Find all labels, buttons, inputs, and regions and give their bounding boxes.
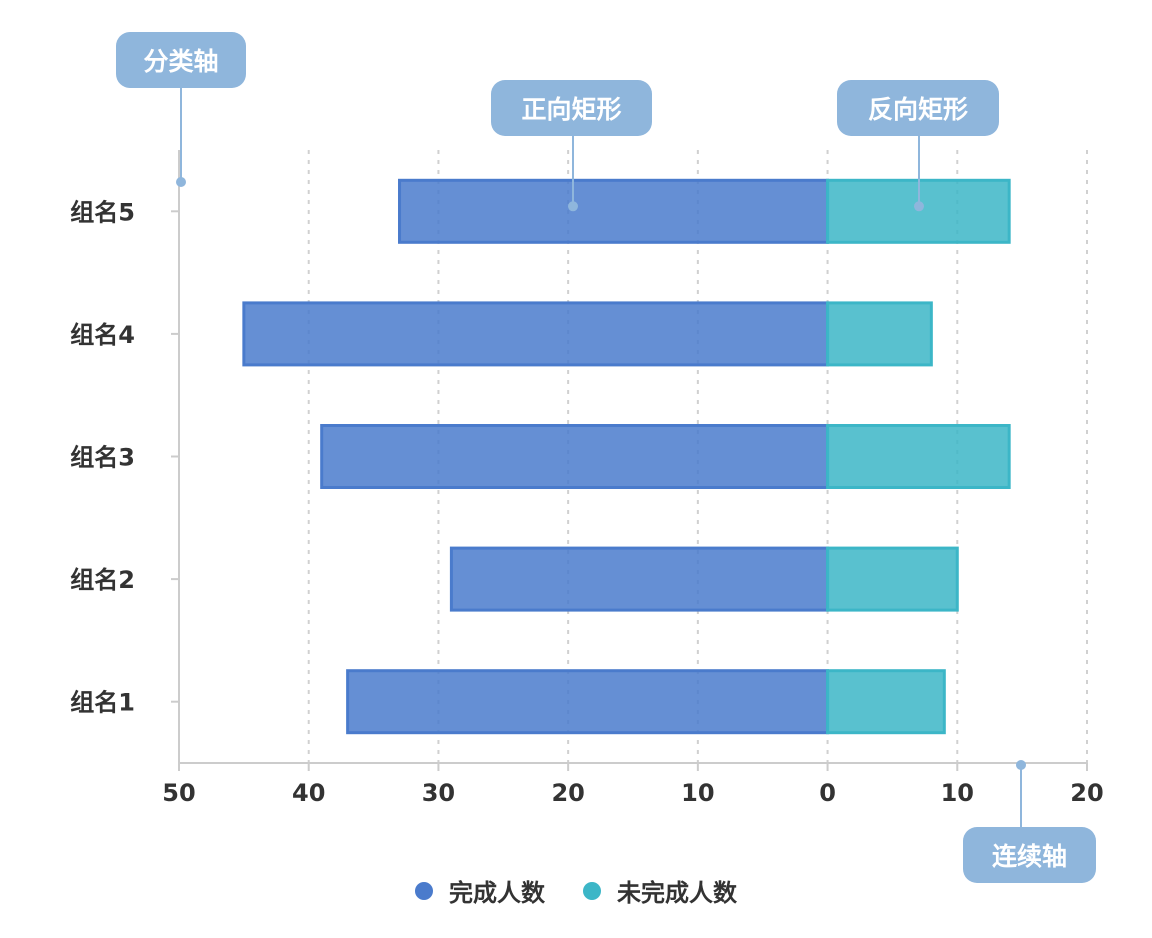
category-label: 组名5: [70, 198, 135, 226]
category-label: 组名1: [70, 689, 135, 717]
legend-dot-completed: [415, 881, 433, 900]
chart: 50 40 30 20 10 0 10 20 组名1 组名2 组名3 组名4 组名5: [70, 88, 1104, 829]
callout-positive-rect: 正向矩形: [491, 80, 652, 136]
legend-item-incomplete[interactable]: 未完成人数: [583, 873, 737, 908]
legend: 完成人数 未完成人数: [0, 873, 1152, 908]
connector-category-axis-dot: [176, 177, 186, 187]
bar-incomplete[interactable]: [826, 546, 959, 612]
category-label: 组名2: [70, 566, 135, 594]
x-ticks: 50 40 30 20 10 0 10 20: [162, 763, 1104, 807]
x-tick-label: 30: [422, 779, 455, 807]
legend-item-completed[interactable]: 完成人数: [415, 873, 545, 908]
category-label: 组名3: [70, 444, 135, 472]
connector-negative-rect-dot: [914, 201, 924, 212]
x-tick-label: 10: [941, 779, 974, 807]
bar-completed[interactable]: [346, 669, 830, 735]
callout-negative-rect: 反向矩形: [837, 80, 999, 136]
bar-completed[interactable]: [398, 178, 830, 244]
category-label: 组名4: [70, 321, 135, 349]
bar-incomplete[interactable]: [826, 669, 946, 735]
bar-completed[interactable]: [242, 301, 830, 367]
x-tick-label: 10: [681, 779, 714, 807]
bar-incomplete[interactable]: [826, 424, 1011, 489]
bar-incomplete[interactable]: [826, 301, 933, 367]
y-ticks: 组名1 组名2 组名3 组名4 组名5: [70, 198, 179, 717]
x-tick-label: 0: [819, 779, 836, 807]
legend-label-completed: 完成人数: [449, 879, 545, 907]
callout-category-axis: 分类轴: [116, 32, 246, 88]
x-tick-label: 20: [551, 779, 584, 807]
callout-value-axis: 连续轴: [963, 827, 1096, 883]
bars: [242, 178, 1011, 735]
bar-completed[interactable]: [320, 424, 830, 489]
connector-value-axis-dot: [1016, 760, 1026, 770]
grid-lines: [307, 150, 1088, 763]
x-tick-label: 40: [292, 779, 325, 807]
x-tick-label: 20: [1070, 779, 1103, 807]
bar-completed[interactable]: [449, 546, 830, 612]
connector-positive-rect-dot: [568, 201, 578, 212]
x-tick-label: 50: [162, 779, 195, 807]
legend-label-incomplete: 未完成人数: [617, 879, 737, 907]
annotation-lines: [176, 88, 1026, 829]
legend-dot-incomplete: [583, 881, 601, 900]
